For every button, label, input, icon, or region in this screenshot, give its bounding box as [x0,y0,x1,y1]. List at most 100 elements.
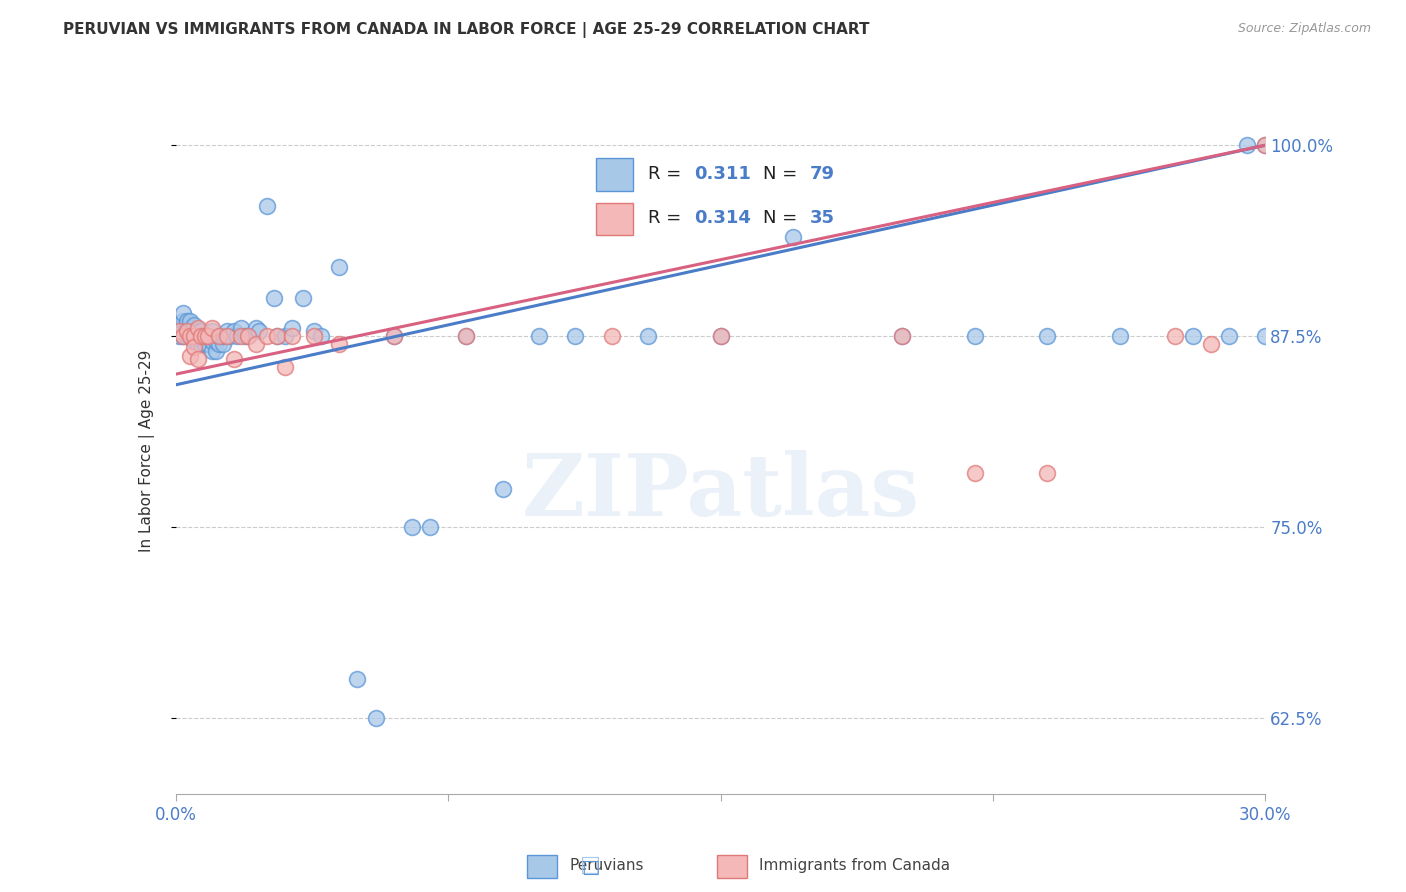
Point [1036,467,1059,481]
Point [309,329,332,343]
Point [183,318,205,333]
Point [226,329,249,343]
Point [183,325,205,339]
Point [710,329,733,343]
Point [281,321,304,335]
Point [176,318,198,333]
Point [1254,329,1277,343]
Point [291,291,314,305]
Point [219,329,242,343]
Point [176,329,198,343]
Point [1236,138,1258,153]
Bar [527,855,557,878]
Point [231,329,253,343]
Point [231,321,253,335]
Point [190,336,212,351]
Point [401,520,423,534]
Point [183,329,205,343]
Point [186,325,209,339]
Text: ZIPatlas: ZIPatlas [522,450,920,533]
Point [1109,329,1132,343]
Point [169,325,191,339]
Point [328,336,350,351]
Point [222,325,245,339]
Point [176,321,198,335]
Point [456,329,478,343]
Point [364,710,387,724]
Point [281,329,304,343]
Point [263,291,285,305]
Point [266,329,288,343]
Point [245,321,267,335]
Point [247,325,270,339]
Point [201,321,224,335]
Point [419,520,441,534]
Point [1254,138,1277,153]
Point [215,329,238,343]
Y-axis label: In Labor Force | Age 25-29: In Labor Force | Age 25-29 [139,350,155,551]
Point [201,334,224,348]
Text: Immigrants from Canada: Immigrants from Canada [759,858,950,872]
Point [179,325,201,339]
Point [186,336,209,351]
Point [183,334,205,348]
Point [201,344,224,359]
Point [963,329,986,343]
Point [600,329,623,343]
Point [201,325,224,339]
Point [208,336,231,351]
Point [194,329,217,343]
Point [172,306,194,320]
Point [186,351,209,366]
Point [245,336,267,351]
Bar [717,855,747,878]
Point [197,329,219,343]
Point [194,329,217,343]
Point [208,329,231,343]
Point [172,314,194,328]
Point [1199,336,1222,351]
Point [1218,329,1240,343]
Point [176,325,198,339]
Point [492,482,515,496]
Point [274,359,297,374]
Point [963,467,986,481]
Point [302,325,325,339]
Point [212,329,235,343]
Point [527,329,550,343]
Point [782,229,804,244]
Point [208,329,231,343]
Point [183,340,205,354]
Point [212,336,235,351]
Text: □: □ [581,855,600,875]
Point [238,329,260,343]
Point [891,329,914,343]
Text: □: □ [581,857,600,877]
Point [204,344,226,359]
Point [1254,138,1277,153]
Point [176,329,198,343]
Point [197,329,219,343]
Point [194,336,217,351]
Point [302,329,325,343]
Point [637,329,659,343]
Point [197,336,219,351]
Point [222,351,245,366]
Point [179,329,201,343]
Point [172,321,194,335]
Point [172,329,194,343]
Point [186,329,209,343]
Point [190,329,212,343]
Point [169,321,191,335]
Point [1181,329,1204,343]
Point [169,329,191,343]
Point [266,329,288,343]
Point [183,329,205,343]
Point [179,329,201,343]
Point [891,329,914,343]
Point [382,329,405,343]
Point [186,321,209,335]
Point [256,199,278,213]
Text: PERUVIAN VS IMMIGRANTS FROM CANADA IN LABOR FORCE | AGE 25-29 CORRELATION CHART: PERUVIAN VS IMMIGRANTS FROM CANADA IN LA… [63,22,870,38]
Point [274,329,297,343]
